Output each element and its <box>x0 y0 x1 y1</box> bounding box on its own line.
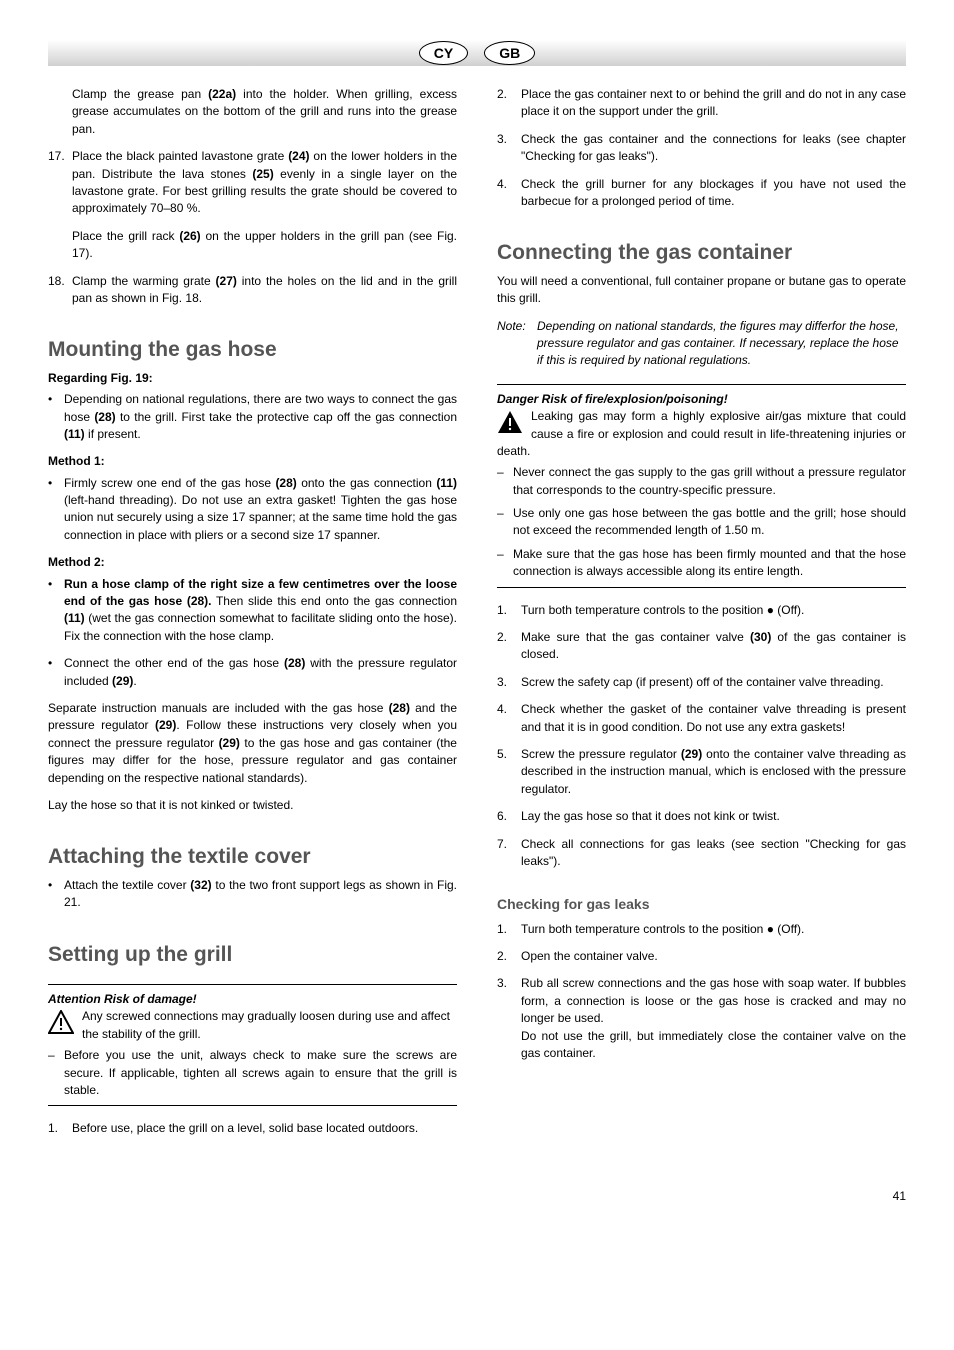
textile-bullet: • Attach the textile cover (32) to the t… <box>48 877 457 912</box>
danger-body-row: Leaking gas may form a highly explosive … <box>497 408 906 460</box>
mount-intro: • Depending on national regulations, the… <box>48 391 457 443</box>
check-step-2: 2. Open the container valve. <box>497 948 906 965</box>
attention-dash: – Before you use the unit, always check … <box>48 1047 457 1099</box>
method-2-label: Method 2: <box>48 554 457 571</box>
danger-body: Leaking gas may form a highly explosive … <box>497 409 906 458</box>
connect-step-7: 7. Check all connections for gas leaks (… <box>497 836 906 871</box>
method-2-bullet-2: • Connect the other end of the gas hose … <box>48 655 457 690</box>
connect-intro: You will need a conventional, full conta… <box>497 273 906 308</box>
check-step-3: 3. Rub all screw connections and the gas… <box>497 975 906 1062</box>
right-column: 2. Place the gas container next to or be… <box>497 86 906 1148</box>
connect-step-6: 6. Lay the gas hose so that it does not … <box>497 808 906 825</box>
check-step-1: 1. Turn both temperature controls to the… <box>497 921 906 938</box>
warning-icon <box>48 1010 74 1034</box>
setup-step-1: 1. Before use, place the grill on a leve… <box>48 1120 457 1137</box>
attention-body-row: Any screwed connections may gradually lo… <box>48 1008 457 1043</box>
heading-checking: Checking for gas leaks <box>497 894 906 914</box>
setup-step-2: 2. Place the gas container next to or be… <box>497 86 906 121</box>
heading-textile: Attaching the textile cover <box>48 842 457 872</box>
regarding-fig19: Regarding Fig. 19: <box>48 370 457 387</box>
connect-step-3: 3. Screw the safety cap (if present) off… <box>497 674 906 691</box>
method-1-label: Method 1: <box>48 453 457 470</box>
setup-step-3: 3. Check the gas container and the conne… <box>497 131 906 166</box>
separate-manuals: Separate instruction manuals are include… <box>48 700 457 787</box>
connect-note: Note: Depending on national standards, t… <box>497 318 906 370</box>
page-number: 41 <box>48 1188 906 1205</box>
connect-step-2: 2. Make sure that the gas container valv… <box>497 629 906 664</box>
step-17-p2: Place the grill rack (26) on the upper h… <box>72 228 457 263</box>
heading-mounting: Mounting the gas hose <box>48 335 457 365</box>
step-17: 17. Place the black painted lavastone gr… <box>48 148 457 218</box>
heading-connecting: Connecting the gas container <box>497 238 906 268</box>
content-columns: Clamp the grease pan (22a) into the hold… <box>48 86 906 1148</box>
badge-gb: GB <box>484 41 535 65</box>
para-grease-pan: Clamp the grease pan (22a) into the hold… <box>72 86 457 138</box>
danger-dash-3: –Make sure that the gas hose has been fi… <box>497 546 906 581</box>
danger-dash-1: –Never connect the gas supply to the gas… <box>497 464 906 499</box>
method-1-bullet: • Firmly screw one end of the gas hose (… <box>48 475 457 545</box>
danger-box: Danger Risk of fire/explosion/poisoning!… <box>497 384 906 588</box>
setup-step-4: 4. Check the grill burner for any blocka… <box>497 176 906 211</box>
danger-dash-2: –Use only one gas hose between the gas b… <box>497 505 906 540</box>
connect-step-1: 1. Turn both temperature controls to the… <box>497 602 906 619</box>
connect-step-5: 5. Screw the pressure regulator (29) ont… <box>497 746 906 798</box>
method-2-bullet-1: • Run a hose clamp of the right size a f… <box>48 576 457 646</box>
left-column: Clamp the grease pan (22a) into the hold… <box>48 86 457 1148</box>
header-bar: CY GB <box>48 40 906 66</box>
step-18: 18. Clamp the warming grate (27) into th… <box>48 273 457 308</box>
danger-heading: Danger Risk of fire/explosion/poisoning! <box>497 391 906 408</box>
lay-hose: Lay the hose so that it is not kinked or… <box>48 797 457 814</box>
attention-body: Any screwed connections may gradually lo… <box>82 1009 450 1040</box>
heading-setup: Setting up the grill <box>48 940 457 970</box>
connect-step-4: 4. Check whether the gasket of the conta… <box>497 701 906 736</box>
attention-heading: Attention Risk of damage! <box>48 991 457 1008</box>
badge-cy: CY <box>419 41 468 65</box>
danger-icon <box>497 410 523 434</box>
attention-box: Attention Risk of damage! Any screwed co… <box>48 984 457 1106</box>
